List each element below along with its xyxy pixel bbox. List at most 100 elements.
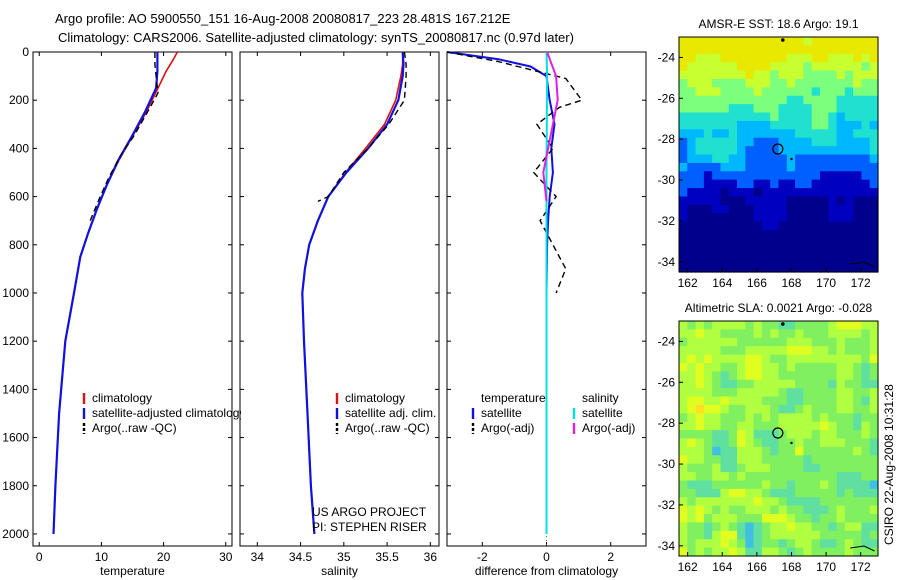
map-cell bbox=[803, 246, 813, 256]
map-cell bbox=[770, 171, 780, 181]
map-cell bbox=[795, 321, 804, 330]
map-cell bbox=[770, 45, 780, 55]
map-cell bbox=[819, 62, 829, 72]
map-cell bbox=[861, 480, 871, 490]
map-cell bbox=[844, 179, 854, 189]
map-cell bbox=[803, 188, 813, 198]
map-cell bbox=[679, 379, 688, 389]
float-position-marker bbox=[772, 143, 784, 155]
x-tick-label: 172 bbox=[851, 560, 871, 574]
map-cell bbox=[869, 505, 879, 515]
map-cell bbox=[720, 480, 730, 490]
map-cell bbox=[828, 463, 838, 473]
map-cell bbox=[703, 522, 713, 532]
map-cell bbox=[786, 70, 796, 80]
map-cell bbox=[836, 196, 846, 206]
map-cell bbox=[811, 446, 821, 456]
map-cell bbox=[712, 179, 722, 189]
map-cell bbox=[770, 321, 780, 330]
map-cell bbox=[836, 95, 846, 105]
map-cell bbox=[761, 472, 771, 482]
map-cell bbox=[803, 539, 813, 549]
map-cell bbox=[778, 421, 788, 431]
map-cell bbox=[828, 221, 838, 231]
y-tick-label: -26 bbox=[658, 375, 676, 389]
map-cell bbox=[753, 337, 763, 347]
map-cell bbox=[728, 246, 738, 256]
map-cell bbox=[786, 162, 796, 172]
map-cell bbox=[720, 438, 730, 448]
map-cell bbox=[836, 104, 846, 114]
map-cell bbox=[811, 238, 821, 248]
map-cell bbox=[679, 446, 688, 456]
map-cell bbox=[861, 70, 871, 80]
map-cell bbox=[853, 371, 863, 381]
map-cell bbox=[761, 362, 771, 372]
map-cell bbox=[761, 230, 771, 240]
map-cell bbox=[687, 413, 697, 423]
map-cell bbox=[695, 463, 705, 473]
map-cell bbox=[803, 162, 813, 172]
map-cell bbox=[770, 421, 780, 431]
map-cell bbox=[737, 388, 746, 398]
map-cell bbox=[836, 329, 846, 339]
map-cell bbox=[712, 238, 722, 248]
map-cell bbox=[703, 255, 713, 265]
map-cell bbox=[828, 87, 838, 97]
map-cell bbox=[770, 87, 780, 97]
map-cell bbox=[853, 530, 863, 540]
map-cell bbox=[869, 497, 879, 507]
map-cell bbox=[861, 78, 871, 88]
map-cell bbox=[844, 246, 854, 256]
map-cell bbox=[737, 263, 746, 273]
map-cell bbox=[687, 204, 697, 214]
map-cell bbox=[753, 514, 763, 524]
map-cell bbox=[761, 263, 771, 273]
map-cell bbox=[828, 230, 838, 240]
map-cell bbox=[869, 37, 879, 46]
map-cell bbox=[786, 354, 796, 364]
map-cell bbox=[679, 362, 688, 372]
map-cell bbox=[712, 53, 722, 63]
map-cell bbox=[819, 547, 829, 557]
map-cell bbox=[737, 179, 746, 189]
map-cell bbox=[703, 530, 713, 540]
map-cell bbox=[679, 488, 688, 498]
map-cell bbox=[869, 522, 879, 532]
map-cell bbox=[770, 104, 780, 114]
map-cell bbox=[687, 70, 697, 80]
map-cell bbox=[703, 463, 713, 473]
map-cell bbox=[836, 497, 846, 507]
map-cell bbox=[737, 154, 746, 164]
y-tick-label: 1000 bbox=[2, 286, 29, 300]
map-cell bbox=[795, 129, 804, 139]
series-line bbox=[446, 51, 556, 534]
map-cell bbox=[803, 413, 813, 423]
legend-entry: satellite adj. clim. bbox=[345, 406, 436, 420]
map-cell bbox=[728, 137, 738, 147]
map-cell bbox=[819, 45, 829, 55]
map-cell bbox=[720, 346, 730, 356]
x-tick-label: 172 bbox=[851, 276, 871, 290]
map-cell bbox=[795, 446, 804, 456]
map-cell bbox=[687, 263, 697, 273]
x-tick-label: 30 bbox=[219, 550, 233, 564]
map-cell bbox=[778, 404, 788, 414]
map-cell bbox=[836, 379, 846, 389]
map-cell bbox=[853, 62, 863, 72]
map-cell bbox=[712, 171, 722, 181]
map-cell bbox=[861, 112, 871, 122]
map-cell bbox=[695, 329, 705, 339]
map-cell bbox=[836, 230, 846, 240]
map-cell bbox=[712, 70, 722, 80]
map-cell bbox=[737, 112, 746, 122]
map-cell bbox=[861, 213, 871, 223]
map-cell bbox=[844, 354, 854, 364]
map-cell bbox=[828, 379, 838, 389]
map-cell bbox=[778, 238, 788, 248]
map-cell bbox=[795, 137, 804, 147]
map-cell bbox=[712, 354, 722, 364]
map-cell bbox=[828, 530, 838, 540]
map-cell bbox=[745, 362, 755, 372]
map-cell bbox=[828, 547, 838, 557]
